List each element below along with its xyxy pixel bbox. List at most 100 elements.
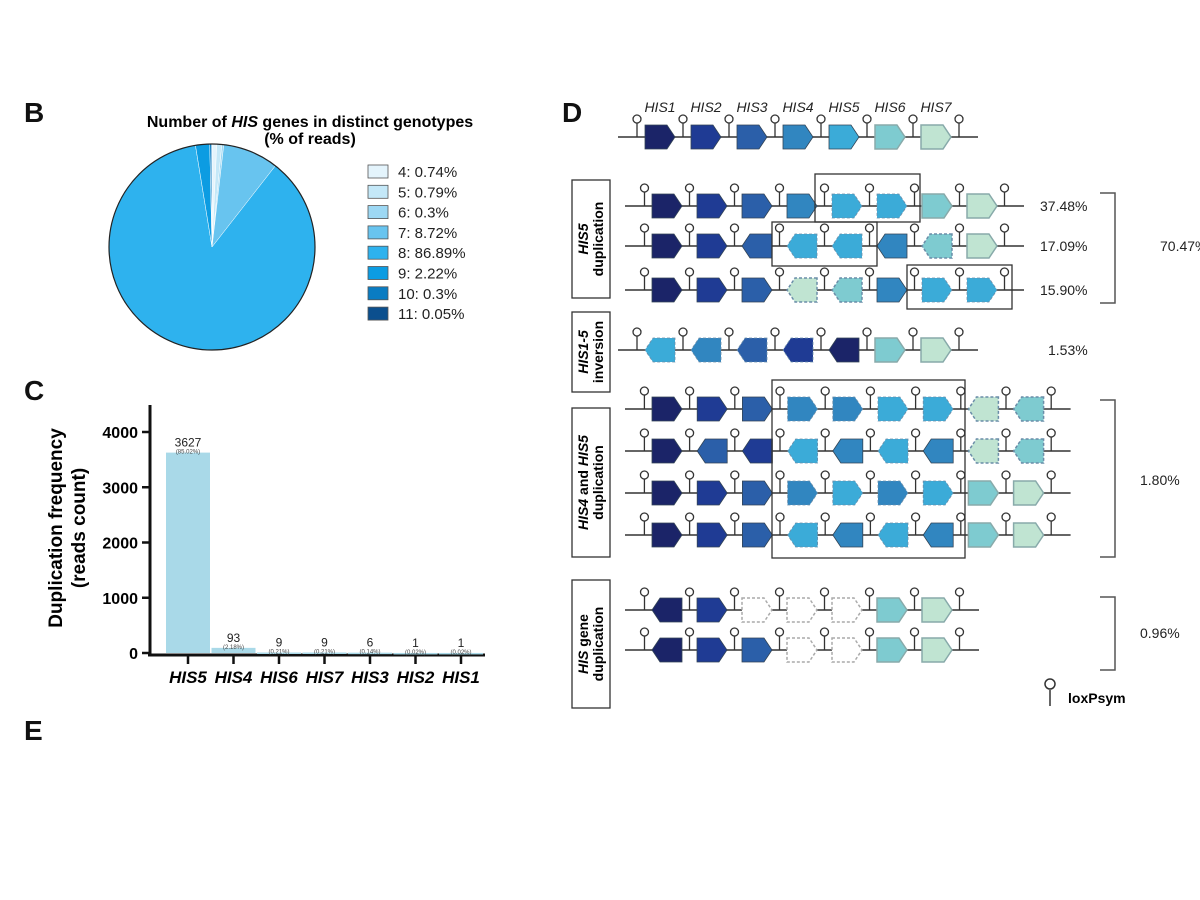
bar-value-label: 1	[458, 636, 465, 650]
loxpsym-icon	[820, 512, 830, 522]
loxpsym-icon	[910, 386, 921, 396]
group-label-box	[571, 311, 611, 393]
panel-label-b: B	[24, 97, 44, 128]
loxpsym-icon	[639, 386, 650, 396]
loxpsym-icon	[909, 223, 920, 233]
bar-HIS4	[211, 647, 256, 653]
loxpsym-icon	[639, 512, 650, 522]
gene-HIS1-icon	[644, 124, 676, 150]
loxpsym-icon	[819, 627, 830, 637]
group-label-line2: duplication	[590, 445, 606, 520]
gene-HIS1-icon	[651, 522, 683, 548]
gene-HIS4-icon	[832, 522, 864, 548]
duplication-highlight-box	[906, 264, 1013, 310]
loxpsym-icon	[1001, 470, 1011, 480]
loxpsym-icon	[999, 223, 1010, 233]
loxpsym-icon	[862, 114, 872, 124]
genotype-row	[625, 428, 1071, 464]
gene-HIS5-icon	[787, 522, 818, 548]
loxpsym-icon	[1001, 386, 1011, 396]
group-bracket	[1100, 192, 1116, 304]
loxpsym-icon	[678, 327, 688, 337]
loxpsym-icon	[820, 470, 830, 480]
genotype-row	[618, 327, 978, 363]
gene-HIS2-icon	[690, 124, 722, 150]
legend-label-11: 11: 0.05%	[398, 306, 464, 323]
loxpsym-icon	[684, 512, 695, 522]
loxpsym-icon	[954, 627, 965, 637]
genotype-row	[625, 267, 1024, 303]
x-tick-label: HIS4	[215, 668, 253, 687]
loxpsym-icon	[954, 587, 965, 597]
bar-percent-label: (0.02%)	[450, 650, 471, 656]
duplication-highlight-box	[814, 173, 921, 223]
legend-label-5: 5: 0.79%	[398, 184, 457, 201]
gene-HIS4-icon	[876, 277, 908, 303]
loxpsym-icon	[908, 114, 918, 124]
loxpsym-icon	[864, 183, 875, 193]
loxpsym-icon	[632, 327, 642, 337]
duplication-highlight-box	[771, 379, 966, 559]
loxpsym-icon	[864, 587, 875, 597]
loxpsym-icon	[729, 183, 740, 193]
loxpsym-icon	[639, 428, 650, 438]
loxpsym-icon	[774, 183, 785, 193]
gene-HIS5-icon	[831, 233, 863, 259]
loxpsym-icon	[770, 327, 780, 337]
loxpsym-icon	[639, 587, 650, 597]
group-label-line2: inversion	[590, 321, 606, 383]
gene-header-HIS6: HIS6	[874, 99, 905, 115]
gene-HIS1-icon	[651, 396, 683, 422]
group-percent: 0.96%	[1140, 625, 1180, 641]
gene-HIS6-icon	[967, 480, 1000, 506]
loxpsym-icon	[865, 428, 876, 438]
loxpsym-icon	[816, 114, 826, 124]
genotype-row	[625, 223, 1024, 259]
gene-HIS5-icon	[876, 193, 908, 219]
loxpsym-icon	[819, 267, 830, 277]
genotype-row	[625, 470, 1071, 506]
gene-HISX-icon	[786, 597, 818, 623]
loxpsym-icon	[954, 223, 965, 233]
x-tick-label: HIS2	[397, 668, 435, 687]
gene-HIS6-icon	[967, 522, 1000, 548]
bar-HIS7	[302, 652, 347, 655]
gene-HIS5-icon	[922, 480, 954, 506]
gene-HIS1-icon	[651, 597, 683, 623]
loxpsym-icon	[775, 386, 785, 396]
gene-HIS1-icon	[651, 233, 683, 259]
gene-header-HIS2: HIS2	[690, 99, 721, 115]
legend-label-6: 6: 0.3%	[398, 205, 449, 222]
bar-percent-label: (2.18%)	[223, 645, 244, 651]
gene-HIS6-icon	[831, 277, 863, 303]
gene-HIS7-icon	[1012, 522, 1045, 548]
gene-HIS4-icon	[787, 396, 819, 422]
loxpsym-icon	[729, 627, 740, 637]
loxpsym-icon	[1001, 512, 1011, 522]
loxpsym-icon	[909, 183, 920, 193]
gene-HIS7-icon	[967, 396, 1000, 422]
loxpsym-icon	[865, 470, 876, 480]
x-tick-label: HIS6	[260, 668, 298, 687]
gene-HIS6-icon	[876, 637, 908, 663]
legend-label-4: 4: 0.74%	[398, 164, 457, 181]
pie-chart	[108, 143, 316, 351]
group-label-box	[571, 579, 611, 709]
y-tick-label: 0	[129, 646, 138, 663]
gene-HIS2-icon	[696, 233, 728, 259]
gene-HIS5-icon	[644, 337, 676, 363]
gene-HIS3-icon	[742, 396, 773, 422]
x-tick-label: HIS7	[306, 668, 345, 687]
genotype-row	[625, 183, 1024, 219]
gene-HIS4-icon	[876, 233, 908, 259]
y-tick-label: 1000	[102, 591, 138, 608]
gene-HIS3-icon	[741, 277, 773, 303]
group-label-line2: duplication	[590, 607, 606, 682]
loxpsym-icon	[999, 183, 1010, 193]
loxpsym-icon	[910, 428, 921, 438]
gene-HIS1-icon	[651, 438, 683, 464]
gene-HIS3-icon	[741, 193, 773, 219]
legend-swatch-9	[367, 266, 389, 280]
loxpsym-icon	[775, 512, 785, 522]
loxpsym-icon	[774, 587, 785, 597]
